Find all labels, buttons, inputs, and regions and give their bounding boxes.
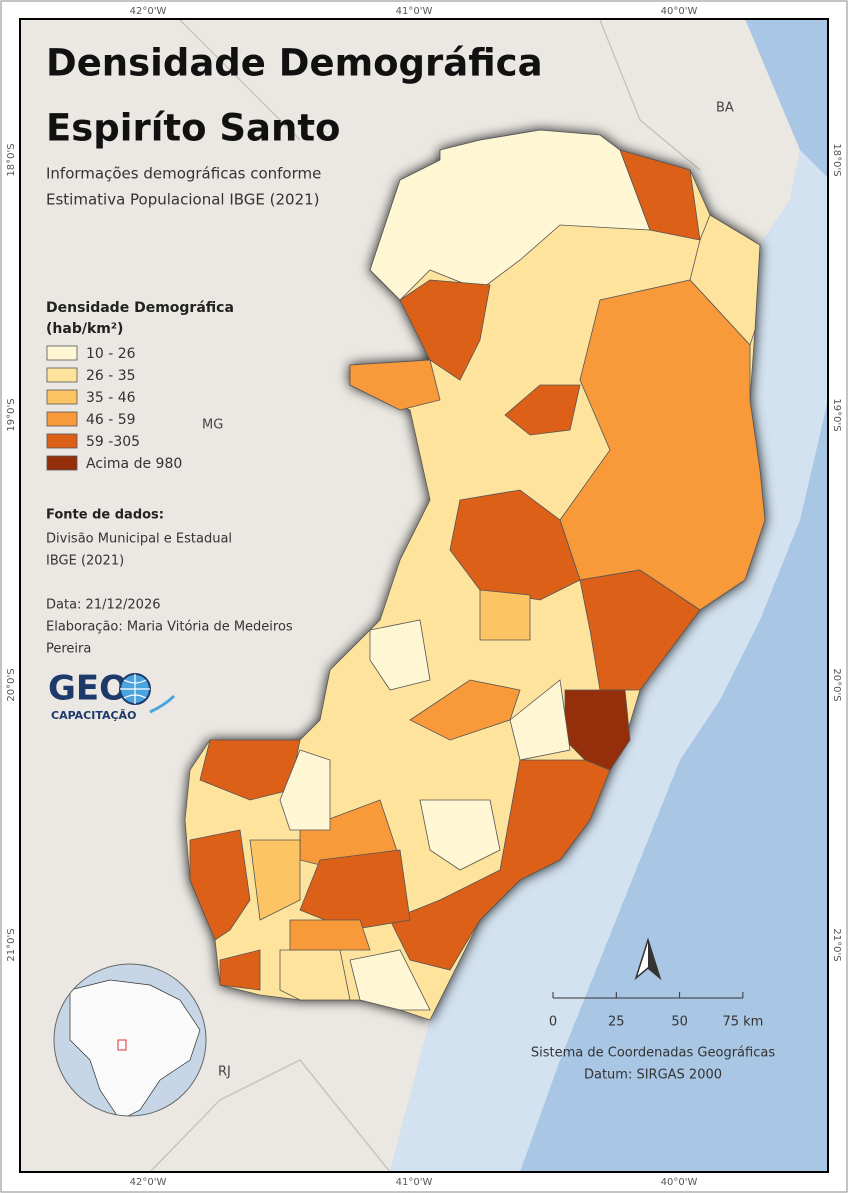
author: Pereira [46,642,91,657]
logo-sub: CAPACITAÇÃO [51,709,136,722]
ocean-shelf [390,150,828,1172]
legend-swatch [46,345,78,361]
ocean [390,19,828,1172]
grid-label: 20°0'S [831,668,842,701]
legend-swatch [46,389,78,405]
legend-label: 10 - 26 [86,346,136,362]
legend-title: Densidade Demográfica [46,300,234,316]
grid-label: 19°0'S [6,398,17,431]
borders [149,19,701,1172]
frame-border [19,18,829,1173]
grid-label: 41°0'W [396,6,433,17]
north-arrow-half [648,940,660,978]
legend-swatch [46,367,78,383]
date: Data: 21/12/2026 [46,598,160,613]
grid-label: 40°0'W [661,6,698,17]
legend-label: 46 - 59 [86,412,136,428]
map-frame [20,19,828,1172]
grid-label: 18°0'S [831,143,842,176]
place-label: MG [202,418,223,433]
grid-label: 42°0'W [130,1177,167,1188]
scale-bar: 0 25 50 75 km [549,992,763,1030]
author: Elaboração: Maria Vitória de Medeiros [46,620,293,635]
place-label: BA [716,101,734,116]
legend-label: 26 - 35 [86,368,136,384]
title: Densidade Demográfica [46,42,543,85]
state [184,129,766,1021]
source-line: IBGE (2021) [46,554,124,569]
subtitle: Informações demográficas conforme [46,165,321,183]
legend-label: 59 -305 [86,434,140,450]
source-heading: Fonte de dados: [46,508,164,523]
scale-label: 75 km [722,1015,763,1030]
grid-label: 41°0'W [396,1177,433,1188]
logo-swoosh [149,694,176,714]
title: Espiríto Santo [46,107,340,150]
scale-label: 0 [549,1015,557,1030]
legend-swatch [46,433,78,449]
subtitle: Estimativa Populacional IBGE (2021) [46,191,320,209]
scale-label: 25 [608,1015,625,1030]
legend-swatch [46,455,78,471]
legend: 10 - 26 26 - 35 35 - 46 46 - 59 59 -305 Acima… [46,345,182,472]
grid-label: 40°0'W [661,1177,698,1188]
grid-label: 20°0'S [6,668,17,701]
place-label: RJ [218,1065,231,1080]
grid-label: 21°0'S [831,928,842,961]
scale-label: 50 [671,1015,688,1030]
crs: Datum: SIRGAS 2000 [584,1068,722,1083]
logo-globe-lines [120,674,150,704]
grid-label: 21°0'S [6,928,17,961]
grid-label: 18°0'S [6,143,17,176]
globe [54,964,206,1116]
legend-title: (hab/km²) [46,321,123,337]
legend-label: 35 - 46 [86,390,136,406]
source-line: Divisão Municipal e Estadual [46,532,232,547]
grid-labels: 42°0'W 41°0'W 40°0'W 42°0'W 41°0'W 40°0'W 18°0… [6,6,842,1188]
legend-label: Acima de 980 [86,456,182,472]
logo-text: GEO [48,669,128,709]
grid-label: 42°0'W [130,6,167,17]
grid-label: 19°0'S [831,398,842,431]
crs: Sistema de Coordenadas Geográficas [531,1046,775,1061]
globe-outline [53,963,207,1117]
legend-swatch [46,411,78,427]
